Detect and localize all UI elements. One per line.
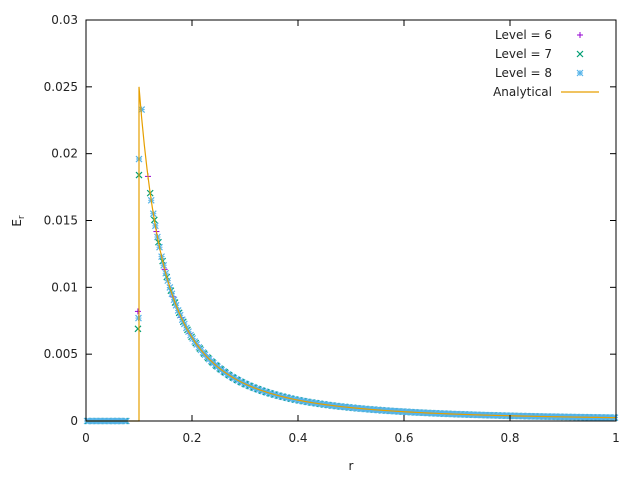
y-tick-label: 0.01 bbox=[51, 280, 78, 294]
x-tick-label: 0.4 bbox=[288, 431, 307, 445]
legend-label: Level = 6 bbox=[495, 28, 552, 42]
svg-text:Er: Er bbox=[10, 215, 27, 227]
axis-ticks: 0 0.2 0.4 0.6 0.8 1 0 0.005 0.01 0.015 0.02 0.025 0.… bbox=[44, 13, 620, 445]
plot-frame bbox=[85, 19, 617, 422]
x-tick-label: 0 bbox=[82, 431, 90, 445]
analytical-curve bbox=[86, 86, 617, 422]
legend-marker-icon bbox=[576, 69, 584, 77]
legend-label: Level = 7 bbox=[495, 47, 552, 61]
y-axis-label: Er bbox=[10, 215, 27, 227]
y-tick-label: 0.03 bbox=[51, 13, 78, 27]
legend: Level = 6 Level = 7 Level = 8 Analytical bbox=[493, 28, 599, 99]
legend-label: Level = 8 bbox=[495, 66, 552, 80]
y-tick-label: 0.015 bbox=[44, 214, 78, 228]
plot-area bbox=[83, 86, 619, 425]
legend-marker-icon bbox=[576, 50, 584, 58]
y-tick-label: 0 bbox=[70, 414, 78, 428]
x-tick-label: 1 bbox=[612, 431, 620, 445]
y-tick-label: 0.02 bbox=[51, 147, 78, 161]
y-tick-label: 0.005 bbox=[44, 347, 78, 361]
x-tick-label: 0.8 bbox=[500, 431, 519, 445]
x-tick-label: 0.6 bbox=[394, 431, 413, 445]
series-level-7 bbox=[84, 171, 618, 425]
series-level-6 bbox=[87, 173, 615, 424]
legend-marker-icon bbox=[577, 32, 583, 38]
x-tick-label: 0.2 bbox=[182, 431, 201, 445]
x-axis-label: r bbox=[349, 459, 354, 473]
y-tick-label: 0.025 bbox=[44, 80, 78, 94]
legend-label: Analytical bbox=[493, 85, 552, 99]
